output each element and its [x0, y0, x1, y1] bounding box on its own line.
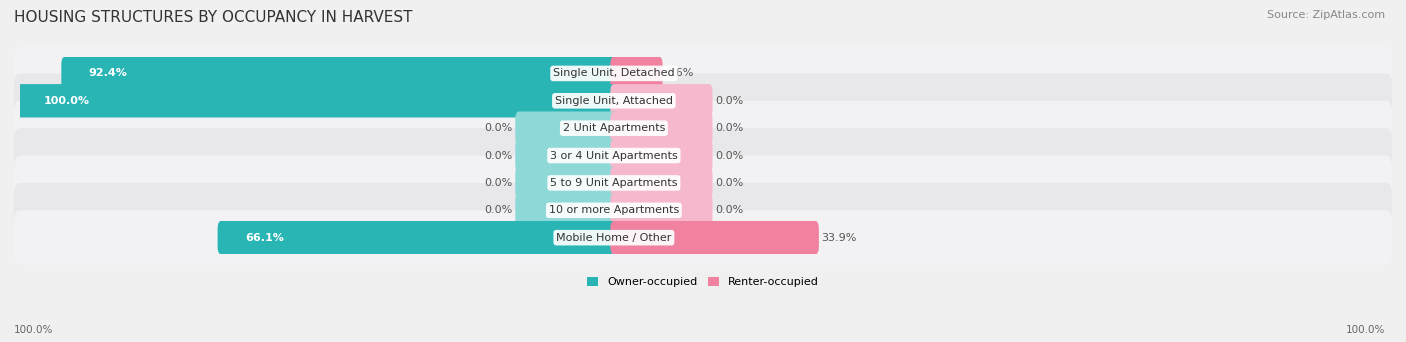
FancyBboxPatch shape [14, 74, 1392, 128]
Text: 66.1%: 66.1% [245, 233, 284, 243]
Text: 0.0%: 0.0% [485, 123, 513, 133]
Text: 2 Unit Apartments: 2 Unit Apartments [562, 123, 665, 133]
Text: 3 or 4 Unit Apartments: 3 or 4 Unit Apartments [550, 150, 678, 160]
FancyBboxPatch shape [515, 139, 617, 172]
Text: Mobile Home / Other: Mobile Home / Other [557, 233, 672, 243]
FancyBboxPatch shape [515, 166, 617, 200]
FancyBboxPatch shape [14, 128, 1392, 183]
Text: 0.0%: 0.0% [485, 205, 513, 215]
FancyBboxPatch shape [62, 57, 617, 90]
FancyBboxPatch shape [515, 111, 617, 145]
Text: 33.9%: 33.9% [821, 233, 856, 243]
FancyBboxPatch shape [610, 84, 713, 118]
Text: 5 to 9 Unit Apartments: 5 to 9 Unit Apartments [550, 178, 678, 188]
Text: 7.6%: 7.6% [665, 68, 693, 78]
FancyBboxPatch shape [17, 84, 617, 118]
Text: 92.4%: 92.4% [89, 68, 128, 78]
FancyBboxPatch shape [14, 46, 1392, 101]
Text: 0.0%: 0.0% [714, 96, 744, 106]
FancyBboxPatch shape [610, 194, 713, 227]
FancyBboxPatch shape [14, 210, 1392, 265]
Text: 10 or more Apartments: 10 or more Apartments [548, 205, 679, 215]
Text: 0.0%: 0.0% [485, 150, 513, 160]
FancyBboxPatch shape [610, 166, 713, 200]
Text: Source: ZipAtlas.com: Source: ZipAtlas.com [1267, 10, 1385, 20]
Legend: Owner-occupied, Renter-occupied: Owner-occupied, Renter-occupied [582, 273, 824, 292]
Text: Single Unit, Detached: Single Unit, Detached [553, 68, 675, 78]
Text: 0.0%: 0.0% [714, 178, 744, 188]
FancyBboxPatch shape [610, 221, 818, 254]
Text: 100.0%: 100.0% [44, 96, 90, 106]
FancyBboxPatch shape [515, 194, 617, 227]
Text: 0.0%: 0.0% [714, 150, 744, 160]
Text: 0.0%: 0.0% [485, 178, 513, 188]
FancyBboxPatch shape [14, 183, 1392, 238]
FancyBboxPatch shape [610, 57, 662, 90]
FancyBboxPatch shape [610, 111, 713, 145]
Text: Single Unit, Attached: Single Unit, Attached [555, 96, 673, 106]
Text: 0.0%: 0.0% [714, 123, 744, 133]
Text: HOUSING STRUCTURES BY OCCUPANCY IN HARVEST: HOUSING STRUCTURES BY OCCUPANCY IN HARVE… [14, 10, 412, 25]
FancyBboxPatch shape [218, 221, 617, 254]
Text: 100.0%: 100.0% [1346, 325, 1385, 335]
FancyBboxPatch shape [14, 156, 1392, 210]
FancyBboxPatch shape [14, 101, 1392, 156]
Text: 100.0%: 100.0% [14, 325, 53, 335]
FancyBboxPatch shape [610, 139, 713, 172]
Text: 0.0%: 0.0% [714, 205, 744, 215]
